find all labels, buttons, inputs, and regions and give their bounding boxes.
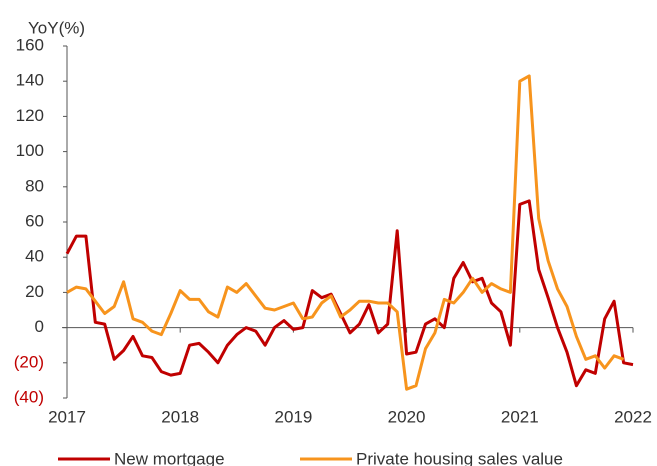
y-tick-label: (40) [14,387,44,406]
x-tick-label: 2017 [48,407,86,426]
legend-label: New mortgage [114,449,225,466]
y-tick-label: 60 [25,211,44,230]
x-tick-label: 2020 [388,407,426,426]
y-tick-label: 20 [25,282,44,301]
y-tick-label: 160 [16,35,44,54]
line-series [66,74,625,391]
x-tick-label: 2022 [614,407,652,426]
line-series [65,199,634,388]
y-tick-label: 140 [16,71,44,90]
x-tick-label: 2021 [501,407,539,426]
y-axis-label: YoY(%) [28,18,85,37]
legend-label: Private housing sales value [356,449,563,466]
y-tick-label: 40 [25,247,44,266]
y-tick-label: 120 [16,106,44,125]
x-tick-label: 2018 [161,407,199,426]
x-tick-label: 2019 [274,407,312,426]
y-tick-label: 0 [35,317,44,336]
y-tick-label: 100 [16,141,44,160]
y-tick-label: 80 [25,176,44,195]
y-tick-label: (20) [14,352,44,371]
